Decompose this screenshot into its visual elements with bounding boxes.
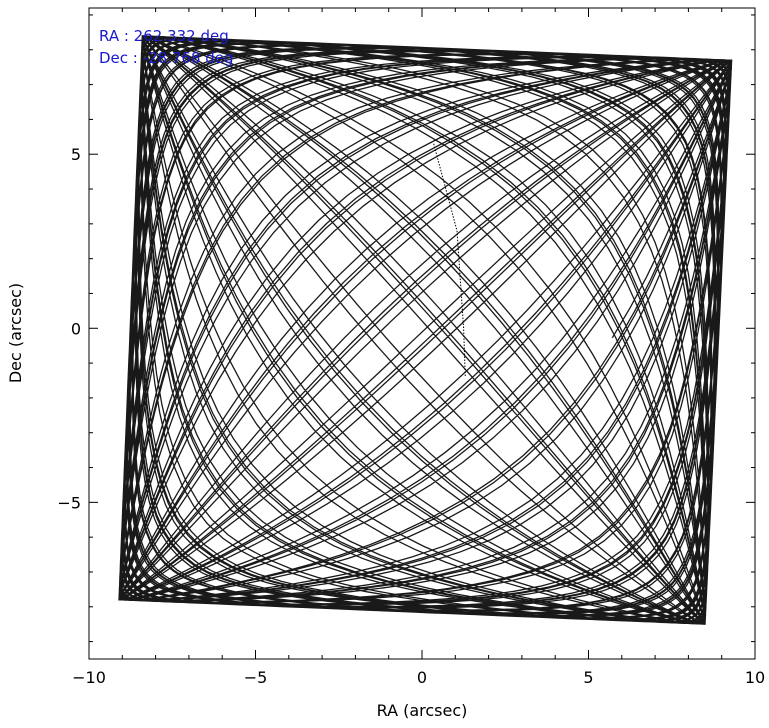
axis-ticks: −10 −5 0 5 10 −5 0 5 (57, 8, 765, 687)
x-tick-label: −10 (72, 668, 106, 687)
annotation-dec: Dec : -28.768 deg (99, 49, 234, 67)
y-tick-label: 0 (71, 319, 81, 338)
annotation-ra: RA : 262.332 deg (99, 27, 229, 45)
x-tick-label: −5 (244, 668, 268, 687)
scan-trajectory (118, 35, 733, 626)
x-axis-label: RA (arcsec) (377, 701, 468, 720)
x-tick-label: 10 (745, 668, 765, 687)
center-track (433, 143, 466, 378)
y-tick-label: −5 (57, 493, 81, 512)
y-axis-label: Dec (arcsec) (6, 283, 25, 383)
center-track-line (433, 143, 466, 378)
x-tick-label: 0 (417, 668, 427, 687)
x-tick-label: 5 (583, 668, 593, 687)
y-tick-label: 5 (71, 145, 81, 164)
scan-line (118, 35, 733, 626)
